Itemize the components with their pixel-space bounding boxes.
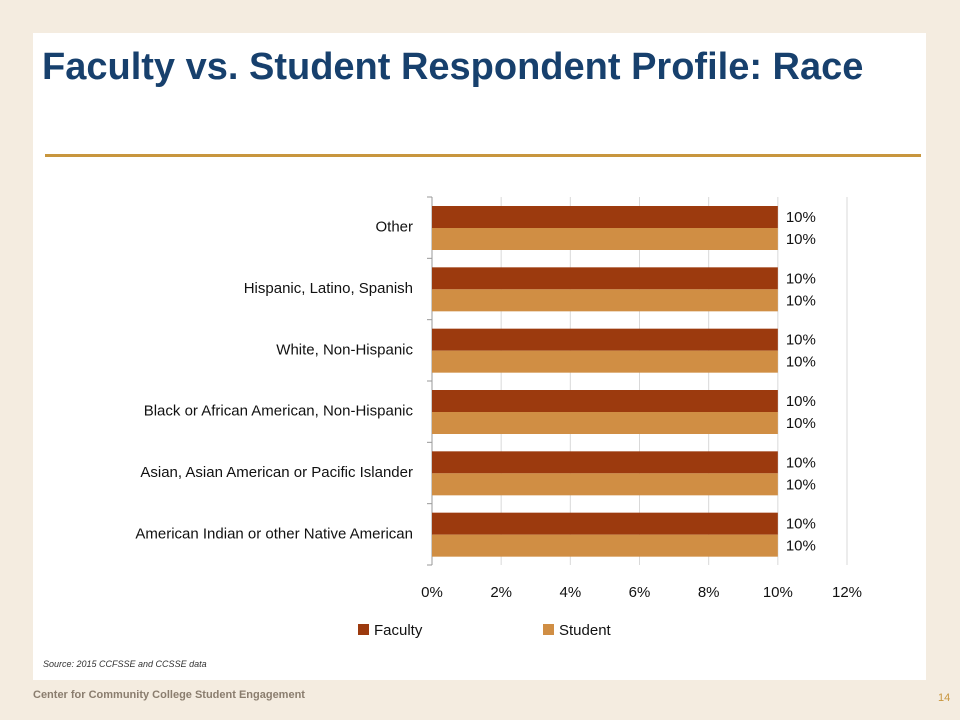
x-tick-label: 4% (559, 584, 581, 601)
x-tick-label: 10% (763, 584, 793, 601)
footer: Center for Community College Student Eng… (33, 689, 305, 701)
bar (432, 328, 778, 351)
x-tick-label: 12% (832, 584, 862, 601)
bar (432, 267, 778, 290)
value-label: 10% (786, 209, 816, 226)
legend-swatch (358, 624, 369, 635)
bar (432, 451, 778, 474)
y-tick-label: American Indian or other Native American (135, 525, 413, 542)
bar (432, 350, 778, 373)
y-tick-label: Other (375, 219, 413, 236)
bar (432, 206, 778, 228)
bar (432, 289, 778, 312)
x-tick-label: 0% (421, 584, 443, 601)
value-label: 10% (786, 292, 816, 309)
y-tick-label: Asian, Asian American or Pacific Islande… (140, 464, 413, 481)
x-tick-label: 2% (490, 584, 512, 601)
x-tick-label: 8% (698, 584, 720, 601)
bar (432, 228, 778, 250)
bar (432, 512, 778, 535)
legend-swatch (543, 624, 554, 635)
bar (432, 534, 778, 557)
value-label: 10% (786, 415, 816, 432)
bar (432, 473, 778, 496)
value-label: 10% (786, 516, 816, 533)
legend-label: Faculty (374, 622, 423, 639)
value-label: 10% (786, 476, 816, 493)
value-label: 10% (786, 393, 816, 410)
bar (432, 412, 778, 434)
x-tick-label: 6% (629, 584, 651, 601)
page-number: 14 (938, 692, 951, 704)
y-tick-label: White, Non-Hispanic (276, 341, 413, 358)
value-label: 10% (786, 332, 816, 349)
chart-title: Faculty vs. Student Respondent Profile: … (42, 46, 864, 88)
legend-label: Student (559, 622, 612, 639)
value-label: 10% (786, 354, 816, 371)
value-label: 10% (786, 231, 816, 248)
bar (432, 390, 778, 412)
source-note: Source: 2015 CCFSSE and CCSSE data (43, 659, 207, 669)
value-label: 10% (786, 270, 816, 287)
value-label: 10% (786, 538, 816, 555)
y-tick-label: Hispanic, Latino, Spanish (244, 280, 413, 297)
title-rule (45, 154, 921, 157)
y-tick-label: Black or African American, Non-Hispanic (144, 403, 414, 420)
value-label: 10% (786, 454, 816, 471)
